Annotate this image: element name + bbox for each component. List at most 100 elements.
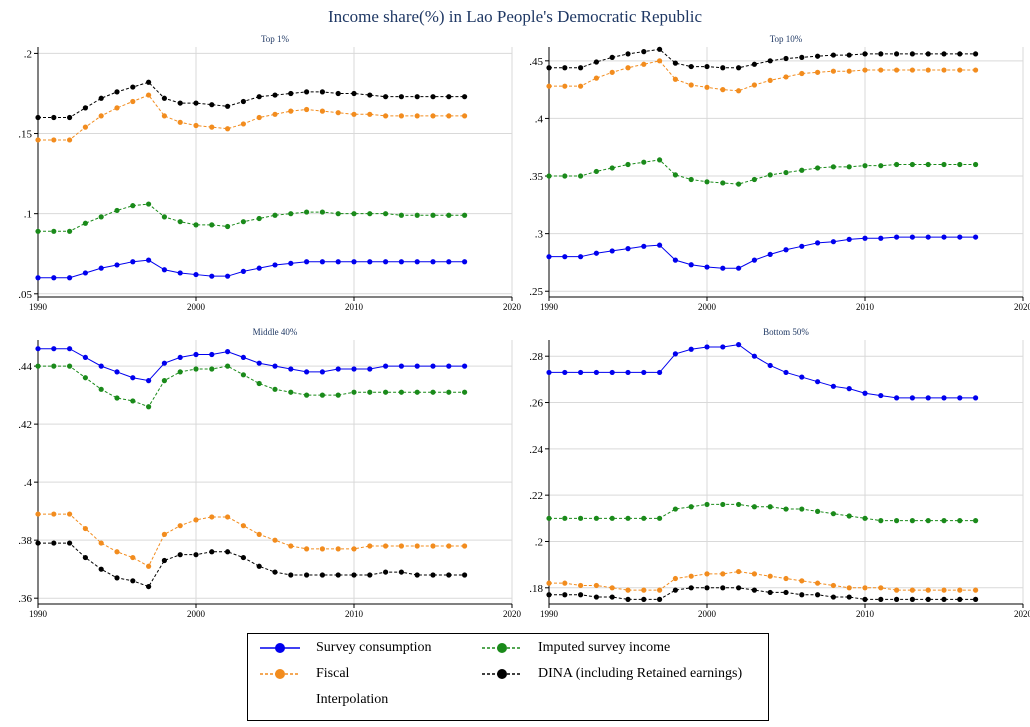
data-point-survey [193, 352, 198, 357]
data-point-fiscal [689, 82, 694, 87]
data-point-dina [926, 51, 931, 56]
data-point-imputed [257, 216, 262, 221]
data-point-dina [641, 597, 646, 602]
data-point-imputed [736, 181, 741, 186]
data-point-fiscal [657, 588, 662, 593]
data-point-imputed [594, 169, 599, 174]
y-tick-label: .2 [24, 48, 32, 60]
data-point-fiscal [815, 70, 820, 75]
data-point-dina [367, 92, 372, 97]
data-point-imputed [162, 378, 167, 383]
data-point-survey [831, 239, 836, 244]
data-point-dina [941, 51, 946, 56]
data-point-imputed [625, 162, 630, 167]
data-point-survey [736, 266, 741, 271]
data-point-imputed [862, 516, 867, 521]
data-point-imputed [383, 211, 388, 216]
data-point-fiscal [288, 109, 293, 114]
data-point-fiscal [209, 514, 214, 519]
data-point-survey [957, 395, 962, 400]
data-point-survey [799, 374, 804, 379]
data-point-survey [146, 378, 151, 383]
data-point-fiscal [367, 112, 372, 117]
data-point-dina [288, 91, 293, 96]
data-point-imputed [831, 511, 836, 516]
data-point-survey [657, 370, 662, 375]
data-point-dina [957, 51, 962, 56]
data-point-fiscal [973, 67, 978, 72]
data-point-survey [625, 370, 630, 375]
data-point-fiscal [831, 583, 836, 588]
data-point-survey [594, 370, 599, 375]
data-point-survey [657, 243, 662, 248]
data-point-dina [546, 592, 551, 597]
data-point-imputed [594, 516, 599, 521]
data-point-fiscal [546, 581, 551, 586]
data-point-survey [383, 364, 388, 369]
legend-swatch [480, 665, 524, 683]
data-point-fiscal [878, 67, 883, 72]
data-point-dina [83, 105, 88, 110]
x-tick-label: 2000 [698, 302, 717, 312]
data-point-dina [578, 592, 583, 597]
data-point-dina [783, 56, 788, 61]
data-point-fiscal [941, 67, 946, 72]
data-point-dina [562, 592, 567, 597]
data-point-fiscal [831, 69, 836, 74]
data-point-imputed [625, 516, 630, 521]
data-point-fiscal [910, 67, 915, 72]
data-point-fiscal [847, 69, 852, 74]
data-point-dina [578, 65, 583, 70]
data-point-dina [610, 55, 615, 60]
data-point-dina [320, 89, 325, 94]
data-point-survey [288, 261, 293, 266]
data-point-dina [910, 51, 915, 56]
data-point-dina [673, 61, 678, 66]
data-point-imputed [941, 162, 946, 167]
data-point-fiscal [415, 543, 420, 548]
data-point-dina [910, 597, 915, 602]
x-tick-label: 2000 [698, 609, 717, 619]
data-point-fiscal [594, 76, 599, 81]
data-point-dina [99, 567, 104, 572]
data-point-dina [162, 558, 167, 563]
data-point-fiscal [736, 88, 741, 93]
data-point-imputed [894, 162, 899, 167]
data-point-survey [304, 259, 309, 264]
data-point-dina [241, 99, 246, 104]
data-point-survey [35, 275, 40, 280]
data-point-imputed [415, 390, 420, 395]
data-point-imputed [225, 224, 230, 229]
data-point-dina [51, 540, 56, 545]
data-point-dina [704, 585, 709, 590]
data-point-fiscal [862, 585, 867, 590]
data-point-dina [257, 564, 262, 569]
y-tick-label: .35 [529, 171, 543, 183]
data-point-imputed [578, 173, 583, 178]
y-tick-label: .2 [535, 536, 543, 548]
data-point-fiscal [257, 115, 262, 120]
data-point-fiscal [193, 123, 198, 128]
data-point-dina [783, 590, 788, 595]
x-tick-label: 2010 [345, 609, 364, 619]
x-tick-label: 2010 [345, 302, 364, 312]
data-point-survey [146, 258, 151, 263]
data-point-dina [815, 592, 820, 597]
data-point-survey [114, 369, 119, 374]
legend-label: Fiscal [316, 665, 349, 683]
data-point-survey [272, 262, 277, 267]
data-point-survey [35, 346, 40, 351]
data-point-imputed [768, 172, 773, 177]
data-point-imputed [83, 221, 88, 226]
data-point-imputed [768, 504, 773, 509]
data-point-imputed [51, 364, 56, 369]
data-point-imputed [272, 387, 277, 392]
data-point-dina [736, 585, 741, 590]
data-point-imputed [831, 164, 836, 169]
data-point-survey [446, 259, 451, 264]
data-point-imputed [657, 516, 662, 521]
data-point-imputed [957, 518, 962, 523]
data-point-imputed [973, 162, 978, 167]
data-point-imputed [799, 168, 804, 173]
